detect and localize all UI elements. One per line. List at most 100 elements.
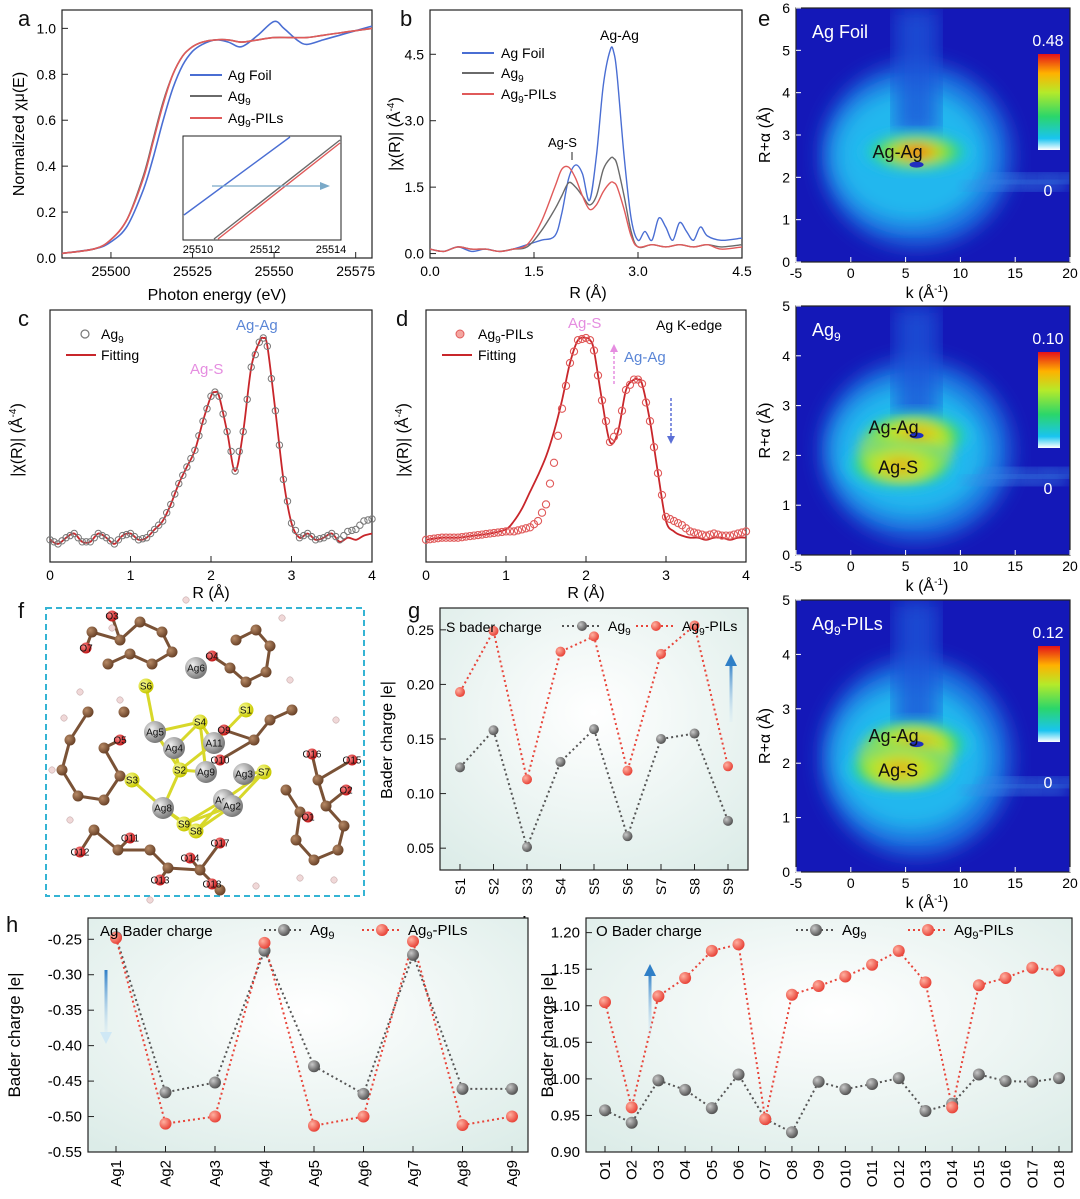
b-xtick-label: 0.0 <box>420 263 440 279</box>
i-xtick-label: O15 <box>971 1160 988 1188</box>
e-xtick-label: 20 <box>1062 558 1078 574</box>
h-xtick-label: Ag8 <box>455 1160 472 1187</box>
a-xtick-label: 25550 <box>255 263 294 279</box>
h-trend-arrow-head <box>100 1032 112 1044</box>
b-ytick-label: 4.5 <box>405 46 425 62</box>
e-ytick-label: 2 <box>782 755 790 771</box>
i-legend-label-ag9: Ag9 <box>842 922 866 942</box>
panel-a-ylabel: Normalized χμ(E) <box>11 72 28 196</box>
e-peak-dip <box>909 432 924 439</box>
carbon-atom <box>118 706 130 718</box>
e-map-name: Ag Foil <box>812 22 868 42</box>
atom-label: O18 <box>203 880 222 891</box>
d-data-point <box>425 535 435 544</box>
atom-label: O13 <box>151 876 170 887</box>
e-ylabel: R+α (Å) <box>755 708 774 764</box>
atom-label: O4 <box>205 652 219 663</box>
g-point-ag9 <box>656 734 666 744</box>
d-data-point <box>705 530 715 539</box>
h-trend-arrow <box>104 970 108 1036</box>
c-data-point <box>227 447 235 456</box>
h-ytick-label: -0.30 <box>48 967 82 984</box>
i-point-pils <box>599 996 611 1009</box>
carbon-atom <box>224 662 236 674</box>
i-legend-label-pils: Ag9-PILs <box>954 922 1014 942</box>
c-data-point <box>368 515 376 523</box>
g-point-ag9 <box>622 831 633 842</box>
i-point-ag9 <box>999 1075 1012 1088</box>
c-data-point <box>151 525 159 534</box>
d-data-point <box>685 527 695 536</box>
d-data-point <box>613 427 623 436</box>
e-peak-dip <box>909 741 924 748</box>
atom-label: O17 <box>211 839 230 850</box>
g-point-ag9 <box>589 724 599 735</box>
d-data-point <box>457 533 467 542</box>
panel-d-edge-label: Ag K-edge <box>656 317 722 333</box>
d-data-point <box>709 529 719 538</box>
d-fit-line <box>425 336 747 541</box>
atom-ag5 <box>144 721 166 743</box>
c-data-point <box>90 534 99 542</box>
i-point-pils <box>999 971 1012 984</box>
e-map-name: Ag9-PILs <box>812 614 883 638</box>
d-data-point <box>477 530 487 539</box>
panel-c-xlabel: R (Å) <box>192 583 229 602</box>
g-xtick-label: S5 <box>586 878 602 895</box>
d-data-point <box>645 417 655 426</box>
c-data-point <box>299 531 308 540</box>
atom-label: Ag3 <box>235 770 253 781</box>
atom-label: S9 <box>178 820 191 831</box>
d-data-point <box>741 527 751 536</box>
d-data-point <box>673 518 683 528</box>
d-data-point <box>729 530 739 539</box>
i-point-ag9 <box>919 1105 932 1118</box>
d-data-point <box>657 490 667 500</box>
a-xtick-label: 25500 <box>91 263 130 279</box>
h-point-ag9 <box>308 1060 320 1073</box>
inset-xtick-0: 25510 <box>183 244 214 256</box>
i-point-pils <box>785 988 798 1001</box>
atom-o10 <box>214 754 226 766</box>
i-point-pils <box>652 990 665 1003</box>
a-ytick-label: 0.0 <box>37 250 57 266</box>
d-xtick-label: 4 <box>742 567 750 583</box>
i-xtick-label: O18 <box>1051 1160 1068 1188</box>
carbon-atom <box>134 616 146 628</box>
d-data-point <box>593 371 603 380</box>
panel-letter-c: c <box>18 306 29 331</box>
atom-label: O14 <box>181 854 200 865</box>
g-point-ag9 <box>455 762 465 773</box>
g-ytick-label: 0.15 <box>407 731 434 747</box>
e-feature-agag: Ag-Ag <box>869 726 919 746</box>
g-ytick-label: 0.20 <box>407 676 434 692</box>
atom-label: Ag2 <box>223 802 241 813</box>
i-xtick-label: O12 <box>891 1160 908 1188</box>
c-data-point <box>82 538 90 546</box>
carbon-atom <box>82 706 94 718</box>
atom-s3 <box>124 772 140 788</box>
b-xtick-label: 3.0 <box>628 263 648 279</box>
atom-s1 <box>238 702 254 718</box>
i-point-ag9 <box>652 1074 665 1087</box>
panel-i-o-bader: 0.90 0.95 1.00 1.05 1.10 1.15 1.20 O1 O2 O3 O4 O5 O6… <box>538 917 1073 1188</box>
atom-label: O7 <box>79 644 93 655</box>
a-ytick-label: 0.8 <box>37 66 57 82</box>
structure-dashed-box <box>45 607 365 897</box>
atom-o13 <box>154 874 166 886</box>
panel-g-frame <box>439 607 749 871</box>
i-ytick-label: 1.10 <box>551 998 580 1015</box>
d-data-point <box>473 530 483 540</box>
atom-ag4 <box>163 737 185 759</box>
c-data-point <box>311 536 320 544</box>
e-ytick-label: 3 <box>782 398 790 414</box>
atom-label: Ag4 <box>165 744 183 755</box>
panel-letter-a: a <box>18 6 31 31</box>
i-point-pils <box>892 944 905 957</box>
panel-letter-b: b <box>400 6 412 31</box>
a-xtick-label: 25575 <box>336 263 375 279</box>
atom-ag2 <box>221 795 243 817</box>
atom-o15 <box>346 754 358 766</box>
atom-label: S4 <box>194 718 207 729</box>
panel-b-ylabel: |χ(R)| (Å-4) <box>385 97 404 171</box>
